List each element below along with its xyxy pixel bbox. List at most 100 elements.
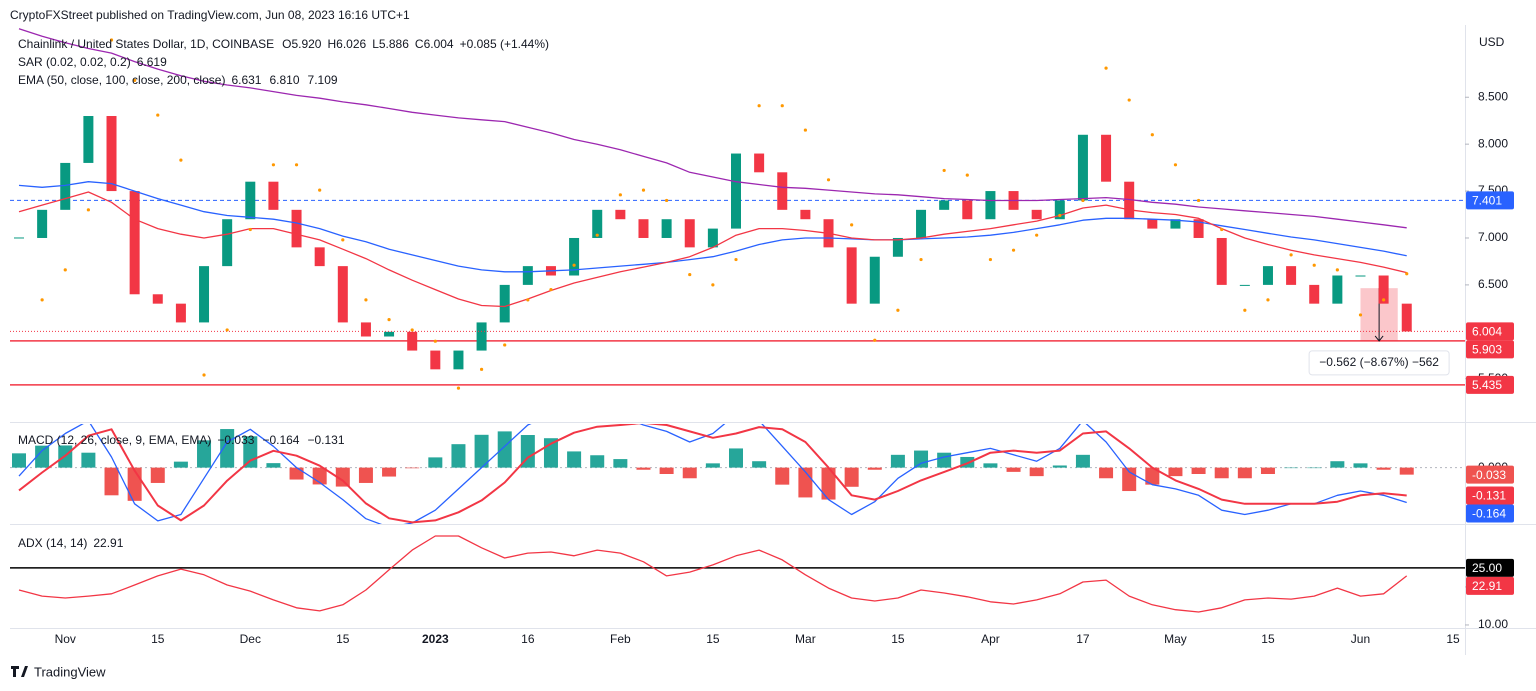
sar-dot xyxy=(294,163,299,167)
ohlc-key: H xyxy=(327,37,336,51)
histogram-bar xyxy=(289,467,304,480)
histogram-bar xyxy=(197,440,212,468)
sar-dot xyxy=(318,188,322,192)
indicator-value: −0.164 xyxy=(262,433,299,447)
indicator-name: SAR (0.02, 0.02, 0.2) xyxy=(18,55,131,69)
x-tick-label: 15 xyxy=(151,632,165,646)
candle xyxy=(684,219,695,248)
candle xyxy=(199,266,210,323)
candle xyxy=(1401,303,1412,332)
histogram-bar xyxy=(1052,465,1067,468)
pane xyxy=(10,424,1465,524)
indicator-value: 6.619 xyxy=(137,55,167,69)
histogram-bar xyxy=(567,451,582,468)
candle xyxy=(1124,181,1135,220)
histogram-bar xyxy=(451,444,466,468)
tradingview-logo: TradingView xyxy=(11,664,106,679)
sar-dot xyxy=(942,168,946,173)
price-badge-label: 7.401 xyxy=(1472,194,1502,208)
x-tick-label: 15 xyxy=(1446,632,1460,646)
logo-text: TradingView xyxy=(34,664,106,679)
candle xyxy=(314,247,325,267)
sar-dot xyxy=(1289,253,1293,257)
histogram-bar xyxy=(520,435,535,468)
candle xyxy=(1309,284,1320,304)
histogram-bar xyxy=(1307,467,1322,469)
candle xyxy=(37,209,48,238)
candle xyxy=(800,209,811,220)
published-note: CryptoFXStreet published on TradingView.… xyxy=(10,8,410,22)
histogram-bar xyxy=(867,467,882,470)
x-tick-label: 16 xyxy=(521,632,535,646)
measure-arrowhead xyxy=(1374,335,1384,342)
sar-dot xyxy=(86,208,90,212)
sar-dot xyxy=(1382,298,1386,302)
sar-dot xyxy=(988,257,993,262)
sar-dot xyxy=(1104,66,1108,70)
histogram-bar xyxy=(266,463,281,468)
indicator-line xyxy=(18,181,1407,273)
histogram-bar xyxy=(705,463,720,468)
candle xyxy=(106,116,117,192)
candle xyxy=(592,209,603,238)
candle xyxy=(1077,134,1088,201)
sar-dot xyxy=(549,287,553,292)
histogram-bar xyxy=(1260,467,1275,474)
sar-dot xyxy=(850,223,854,227)
price-badge xyxy=(1466,340,1514,359)
histogram-bar xyxy=(428,457,443,468)
sar-dot xyxy=(410,328,414,332)
histogram-bar xyxy=(821,467,836,500)
sar-dot xyxy=(803,128,807,132)
histogram-bar xyxy=(729,448,743,468)
candle xyxy=(384,331,395,337)
histogram-bar xyxy=(1214,467,1229,479)
candle xyxy=(360,322,371,337)
candle xyxy=(499,284,510,323)
histogram-bar xyxy=(775,467,790,485)
histogram-bar xyxy=(1029,467,1044,477)
price-badge xyxy=(1466,504,1514,523)
sar-dot xyxy=(711,283,715,287)
candle xyxy=(939,200,950,210)
price-badge xyxy=(1466,191,1514,210)
candle xyxy=(245,181,256,220)
histogram-bar xyxy=(1237,467,1252,479)
candle xyxy=(453,350,464,370)
histogram-bar xyxy=(1145,467,1160,485)
sar-dot xyxy=(526,298,530,302)
histogram-bar xyxy=(173,461,188,468)
sar-dot xyxy=(40,298,44,302)
candle xyxy=(1262,266,1273,285)
candle xyxy=(152,294,163,304)
indicator-name: MACD (12, 26, close, 9, EMA, EMA) xyxy=(18,433,211,447)
sar-dot xyxy=(156,113,160,117)
histogram-bar xyxy=(890,454,905,468)
x-tick-label: Mar xyxy=(795,632,816,646)
sar-dot xyxy=(63,268,67,272)
ohlc-key: L xyxy=(372,37,379,51)
y-tick-label: 10.00 xyxy=(1478,617,1508,631)
candle xyxy=(661,219,672,238)
sar-dot xyxy=(665,198,669,203)
candle xyxy=(83,116,94,163)
sar-dot xyxy=(1058,213,1062,218)
indicator-value: 7.109 xyxy=(308,73,338,87)
candle xyxy=(1216,237,1227,285)
histogram-bar xyxy=(937,452,952,468)
y-tick-label: 8.000 xyxy=(1478,136,1508,150)
histogram-bar xyxy=(844,467,859,487)
ohlc-value: 6.004 xyxy=(424,37,454,51)
histogram-bar xyxy=(1353,463,1368,468)
sar-dot xyxy=(757,104,761,108)
sar-dot xyxy=(1196,198,1201,203)
sar-dot xyxy=(1011,248,1016,252)
logo-mark xyxy=(11,666,28,677)
histogram-bar xyxy=(798,467,813,498)
candle xyxy=(1101,134,1112,182)
price-badge xyxy=(1466,322,1514,341)
candle xyxy=(869,256,880,304)
